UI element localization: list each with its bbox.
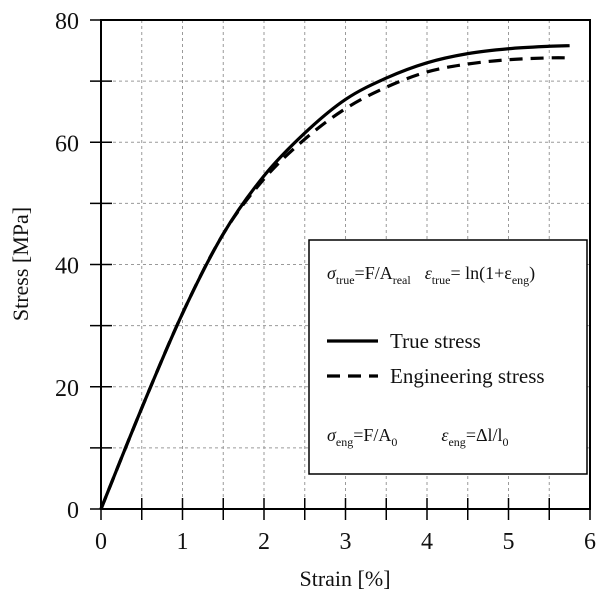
- legend-box: [308, 239, 588, 475]
- y-tick-label: 40: [55, 254, 79, 280]
- y-tick-label: 60: [55, 131, 79, 157]
- legend-label-engineering-stress: Engineering stress: [390, 364, 545, 388]
- x-tick-label: 2: [258, 529, 270, 555]
- eng-formula: σeng=F/A0 εeng=Δl/l0: [327, 425, 509, 449]
- x-tick-label: 3: [340, 529, 352, 555]
- x-tick-label: 0: [95, 529, 107, 555]
- y-tick-label: 0: [67, 498, 79, 524]
- y-tick-label: 20: [55, 376, 79, 402]
- x-tick-label: 4: [421, 529, 433, 555]
- y-axis-title: Stress [MPa]: [8, 207, 33, 321]
- legend: σtrue=F/Areal εtrue= ln(1+εeng) True stre…: [308, 239, 588, 475]
- x-tick-label: 6: [584, 529, 596, 555]
- y-tick-label: 80: [55, 9, 79, 35]
- plot-frame: [100, 19, 591, 510]
- series-layer: [99, 44, 570, 510]
- legend-label-true-stress: True stress: [390, 329, 481, 353]
- x-tick-label: 5: [503, 529, 515, 555]
- x-tick-label: 1: [177, 529, 189, 555]
- true-formula: σtrue=F/Areal εtrue= ln(1+εeng): [327, 263, 535, 287]
- x-axis-title: Strain [%]: [299, 566, 390, 590]
- series-engineering-stress: [99, 56, 570, 510]
